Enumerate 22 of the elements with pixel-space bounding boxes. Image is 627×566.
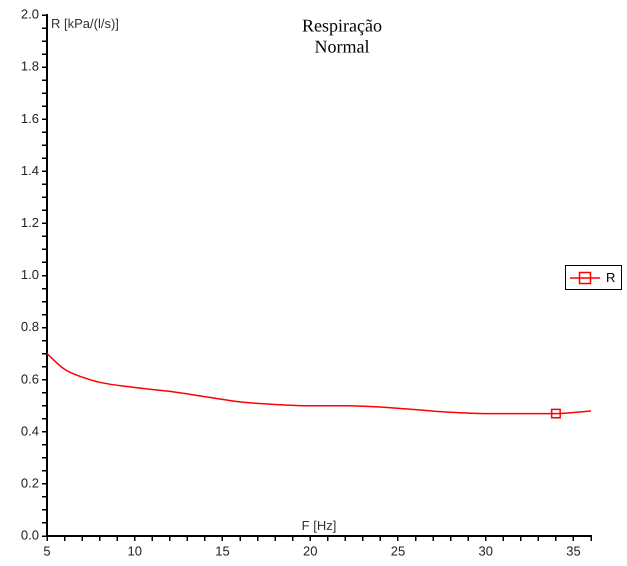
text: Respiração Normal [302,16,382,57]
y-tick-label: 1.8 [20,58,39,74]
x-tick-label: 15 [215,543,230,558]
y-tick-label: 1.4 [20,162,39,178]
y-tick-label: 0.2 [20,475,39,490]
y-tick-label: 0.8 [20,319,39,334]
y-tick-label: 1.0 [20,267,39,282]
y-tick-label: 0.4 [20,423,39,438]
y-tick-label: 0.6 [20,371,39,386]
y-tick-label: 0.0 [20,528,39,543]
x-tick-label: 30 [478,543,493,558]
x-tick-label: 5 [43,543,51,558]
y-tick-label: 2.0 [20,6,39,22]
x-tick-label: 35 [566,543,581,558]
y-tick-label: 1.6 [20,110,39,126]
x-axis-title: F [Hz] [302,518,336,534]
x-tick-label: 20 [302,543,318,558]
y-axis-title: R [kPa/(l/s)] [51,16,119,32]
x-tick-label: 25 [390,543,406,558]
y-tick-label: 1.2 [20,214,39,230]
x-tick-label: 10 [128,543,142,558]
legend-label: R [606,270,616,285]
